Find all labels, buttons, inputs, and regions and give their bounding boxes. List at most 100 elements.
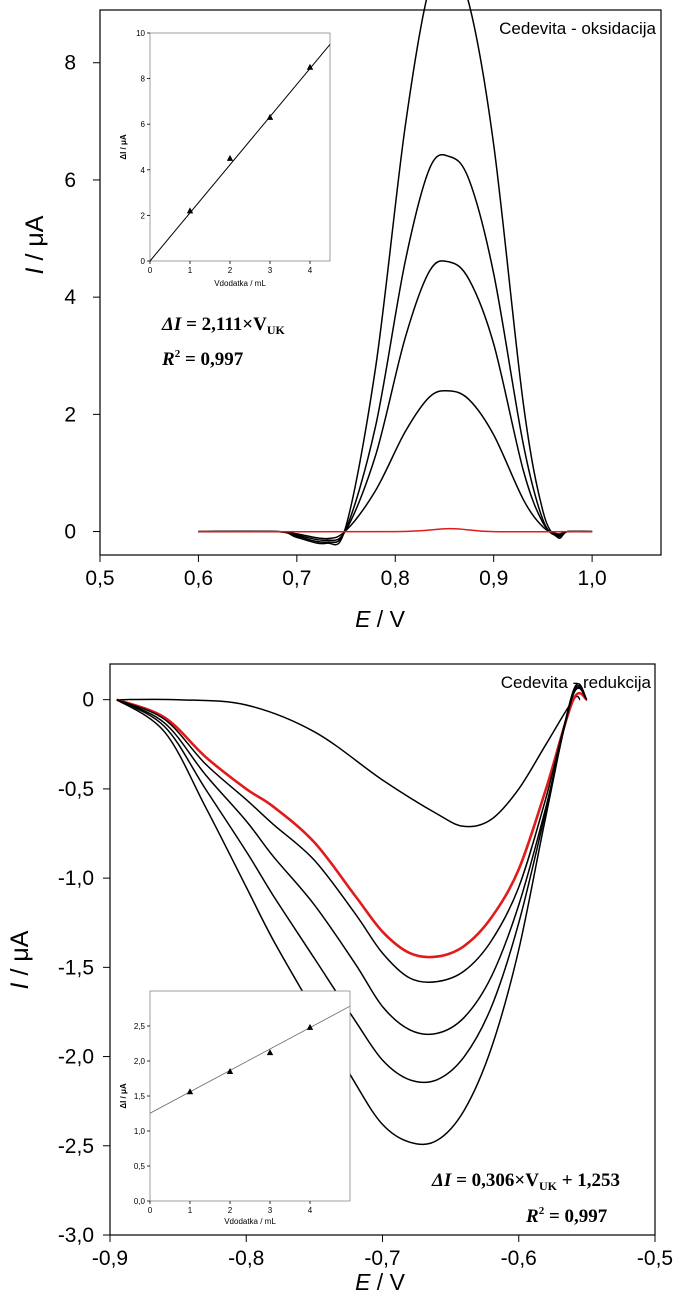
y-tick-label: 8 [64,52,76,75]
inset-y-tick-label: 0,5 [134,1162,146,1171]
eq-var: ΔI [161,314,182,335]
curves-group [116,683,588,1146]
inset-x-tick-label: 3 [268,1206,273,1215]
x-axis-variable: E [355,1269,371,1295]
y-tick-label: 2 [64,403,76,426]
ticks-group: 0,5 0,6 0,7 0,8 0,9 1,0 0 2 4 6 8 [64,52,606,590]
x-tick-label: 0,8 [381,567,410,590]
y-tick-label: -1,5 [58,956,94,979]
r-superscript: 2 [539,1205,545,1217]
inset-marks: 0 1 2 3 4 0 2 4 6 8 10 [136,29,331,275]
eq-var: ΔI [431,1170,452,1191]
x-tick-label: 1,0 [578,567,607,590]
inset-x-tick-label: 1 [188,1206,193,1215]
inset-data-point [306,1023,314,1030]
inset-fit-line [149,1005,351,1114]
x-tick-label: -0,9 [92,1247,128,1270]
inset-y-tick-label: 0,0 [134,1197,146,1206]
inset-fit-line [149,44,331,262]
inset-data-point [186,1088,194,1095]
curves-group [198,0,593,546]
r-var: R [161,349,175,370]
inset-x-tick-label: 4 [308,1206,313,1215]
y-axis-unit: / μA [21,215,49,267]
inset-y-tick-label: 8 [141,75,146,84]
series-line-1 [198,0,593,546]
x-axis-label: E / V [355,1269,406,1295]
series-line-1 [116,695,581,828]
inset-y-label: ΔI / μA [119,1083,128,1109]
inset-x-tick-label: 0 [148,266,153,275]
inset-y-tick-label: 2 [141,211,146,220]
x-tick-label: 0,6 [184,567,213,590]
x-axis-unit: / V [370,606,405,632]
x-axis-label: E / V [355,606,406,632]
r-value: = 0,997 [180,349,244,370]
regression-equation: ΔI = 2,111×VUK [161,314,286,337]
y-axis-label: I / μA [21,215,49,274]
inset-y-tick-label: 2,0 [134,1057,146,1066]
series-line-4 [116,686,588,1036]
inset-y-tick-label: 1,0 [134,1127,146,1136]
x-tick-label: 0,5 [85,567,114,590]
series-line-2 [116,691,588,959]
eq-subscript: UK [539,1179,558,1193]
inset-y-tick-label: 0 [141,257,146,266]
inset-x-tick-label: 0 [148,1206,153,1215]
x-tick-label: 0,9 [479,567,508,590]
inset-chart: 0 1 2 3 4 0 2 4 6 8 10 Vdodatka / mL ΔI / μA [119,29,331,288]
plot-frame [99,9,662,556]
x-axis-variable: E [355,606,371,632]
inset-data-point [186,207,194,214]
inset-x-label: Vdodatka / mL [224,1217,276,1226]
x-tick-label: -0,8 [228,1247,264,1270]
inset-x-tick-label: 2 [228,1206,233,1215]
eq-body: = 2,111×V [181,314,267,335]
inset-y-tick-label: 6 [141,120,146,129]
y-tick-label: -3,0 [58,1224,94,1247]
inset-frame [149,990,351,1202]
r-value: = 0,997 [544,1206,608,1227]
y-tick-label: -0,5 [58,778,94,801]
inset-y-label: ΔI / μA [119,134,128,160]
y-tick-label: 0 [64,521,76,544]
inset-x-tick-label: 4 [308,266,313,275]
inset-marks: 0 1 2 3 4 0,0 0,5 1,0 1,5 2,0 2,5 [134,1005,351,1215]
eq-intercept: + 1,253 [557,1170,620,1191]
chart-oxidation: 0,5 0,6 0,7 0,8 0,9 1,0 0 2 4 6 8 Cedevita - oksid… [21,0,662,632]
inset-y-tick-label: 10 [136,29,145,38]
x-tick-label: -0,5 [637,1247,673,1270]
eq-subscript: UK [267,323,286,337]
y-tick-label: -1,0 [58,867,94,890]
series-line-3 [116,687,588,984]
inset-frame [149,32,331,262]
chart-reduction: -0,9 -0,8 -0,7 -0,6 -0,5 0 -0,5 -1,0 -1,5 -2,0 -2,… [6,663,673,1295]
chart-title: Cedevita - oksidacija [499,19,656,38]
y-axis-label: I / μA [6,930,34,989]
inset-data-point [226,154,234,161]
regression-equation: ΔI = 0,306×VUK + 1,253 [431,1170,620,1193]
y-tick-label: 6 [64,169,76,192]
r-squared: R2 = 0,997 [161,348,244,370]
inset-data-point [226,1068,234,1074]
inset-x-label: Vdodatka / mL [214,279,266,288]
r-superscript: 2 [175,348,181,360]
inset-x-tick-label: 2 [228,266,233,275]
inset-y-tick-label: 1,5 [134,1092,146,1101]
r-squared: R2 = 0,997 [525,1205,608,1227]
inset-data-point [266,1049,274,1056]
series-line-6 [116,683,588,1146]
x-axis-unit: / V [370,1269,405,1295]
inset-data-point [306,63,314,70]
x-tick-label: -0,6 [501,1247,537,1270]
ticks-group: -0,9 -0,8 -0,7 -0,6 -0,5 0 -0,5 -1,0 -1,5 -2,0 -2,… [58,689,673,1270]
y-tick-label: -2,0 [58,1046,94,1069]
r-var: R [525,1206,539,1227]
x-tick-label: 0,7 [282,567,311,590]
series-line-5 [116,684,588,1084]
series-line-5 [198,527,593,533]
inset-data-point [266,113,274,120]
y-tick-label: -2,5 [58,1135,94,1158]
x-tick-label: -0,7 [364,1247,400,1270]
